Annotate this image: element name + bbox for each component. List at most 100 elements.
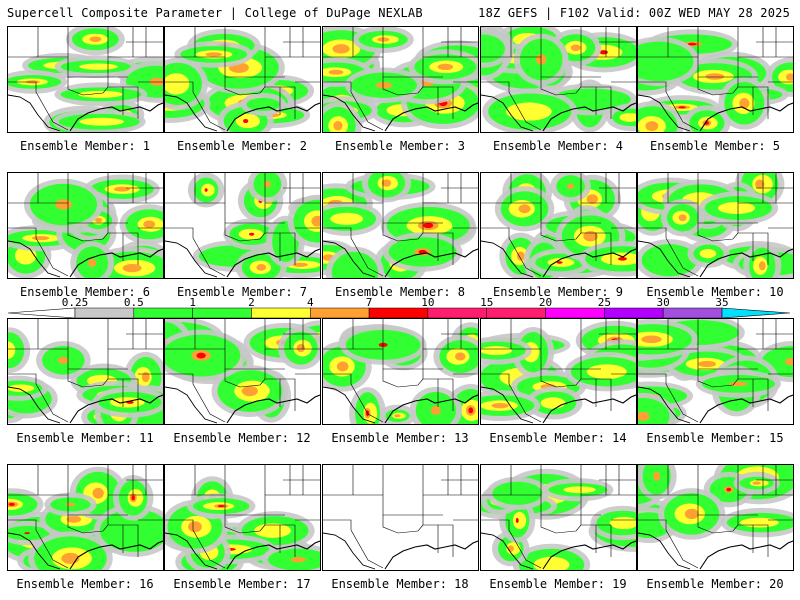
member-map-11 — [8, 319, 163, 424]
state-borders — [481, 319, 636, 424]
colorbar-tick-label: 35 — [715, 296, 729, 309]
state-borders — [165, 465, 320, 570]
colorbar-tick-label: 1 — [189, 296, 196, 309]
mexico-border — [8, 94, 61, 132]
coastline — [542, 248, 636, 278]
member-panel-12 — [164, 318, 321, 425]
member-label: Ensemble Member: 8 — [334, 285, 466, 299]
state-borders — [638, 173, 793, 278]
coastline — [69, 248, 163, 278]
scp-contours — [481, 27, 636, 132]
scp-contours — [638, 173, 793, 278]
colorbar-tick-label: 25 — [597, 296, 611, 309]
scp-contours — [8, 27, 163, 132]
member-label: Ensemble Member: 20 — [646, 577, 784, 591]
colorbar-low-arrow — [7, 307, 76, 319]
colorbar-segment — [251, 307, 311, 319]
scp-contours — [8, 327, 163, 424]
member-panel-6 — [7, 172, 164, 279]
scp-contours — [323, 173, 477, 278]
member-map-14 — [481, 319, 636, 424]
member-panel-7 — [164, 172, 321, 279]
member-label: Ensemble Member: 5 — [649, 139, 781, 153]
mexico-border — [638, 532, 691, 570]
scp-contours — [8, 174, 163, 278]
member-map-18 — [323, 465, 478, 570]
coastline — [226, 394, 320, 424]
member-map-13 — [323, 319, 478, 424]
member-panel-14 — [480, 318, 637, 425]
member-label: Ensemble Member: 4 — [492, 139, 624, 153]
scp-contours — [165, 28, 315, 132]
colorbar — [7, 307, 791, 319]
coastline — [69, 394, 163, 424]
colorbar-segment — [368, 307, 429, 319]
member-panel-3 — [322, 26, 479, 133]
colorbar-tick-label: 10 — [421, 296, 435, 309]
state-borders — [323, 319, 478, 424]
member-label: Ensemble Member: 19 — [489, 577, 627, 591]
mexico-border — [481, 240, 534, 278]
scp-contours — [165, 476, 320, 570]
member-label: Ensemble Member: 9 — [492, 285, 624, 299]
colorbar-tick-label: 0.25 — [61, 296, 89, 309]
member-panel-9 — [480, 172, 637, 279]
mexico-border — [323, 386, 376, 424]
member-map-6 — [8, 173, 163, 278]
member-panel-5 — [637, 26, 794, 133]
scp-contours — [323, 27, 478, 132]
state-borders — [165, 319, 320, 424]
scp-contours — [638, 465, 793, 544]
member-label: Ensemble Member: 6 — [19, 285, 151, 299]
colorbar-tick-label: 4 — [306, 296, 314, 309]
scp-contours — [638, 319, 793, 424]
scp-contours — [323, 322, 478, 424]
member-panel-11 — [7, 318, 164, 425]
member-map-8 — [323, 173, 478, 278]
member-map-3 — [323, 27, 478, 132]
colorbar-segment — [662, 307, 723, 319]
mexico-border — [638, 386, 691, 424]
coastline — [384, 248, 478, 278]
member-panel-1 — [7, 26, 164, 133]
scp-contours — [481, 320, 636, 422]
colorbar-tick-label: 7 — [365, 296, 373, 309]
member-label: Ensemble Member: 1 — [19, 139, 151, 153]
state-borders — [8, 173, 163, 278]
state-borders — [165, 173, 320, 278]
coastline — [384, 102, 478, 132]
mexico-border — [165, 94, 218, 132]
member-panel-18 — [322, 464, 479, 571]
state-borders — [165, 27, 320, 132]
member-label: Ensemble Member: 13 — [331, 431, 469, 445]
mexico-border — [481, 386, 534, 424]
member-label: Ensemble Member: 15 — [646, 431, 784, 445]
state-borders — [481, 465, 636, 570]
member-map-9 — [481, 173, 636, 278]
member-label: Ensemble Member: 12 — [173, 431, 311, 445]
member-label: Ensemble Member: 18 — [331, 577, 469, 591]
colorbar-segment — [310, 307, 370, 319]
member-panel-2 — [164, 26, 321, 133]
colorbar-segment — [133, 307, 193, 319]
coastline — [69, 540, 163, 570]
state-borders — [481, 173, 636, 278]
member-map-20 — [638, 465, 793, 570]
mexico-border — [323, 532, 376, 570]
state-borders — [481, 27, 636, 132]
state-borders — [638, 319, 793, 424]
member-map-17 — [165, 465, 320, 570]
member-map-5 — [638, 27, 793, 132]
colorbar-segment — [604, 307, 664, 319]
member-label: Ensemble Member: 10 — [646, 285, 784, 299]
state-borders — [323, 465, 478, 570]
member-panel-17 — [164, 464, 321, 571]
member-label: Ensemble Member: 2 — [176, 139, 308, 153]
member-panel-13 — [322, 318, 479, 425]
member-map-7 — [165, 173, 320, 278]
member-panel-16 — [7, 464, 164, 571]
colorbar-segment — [545, 307, 605, 319]
coastline — [384, 540, 478, 570]
member-label: Ensemble Member: 14 — [489, 431, 627, 445]
member-panel-4 — [480, 26, 637, 133]
